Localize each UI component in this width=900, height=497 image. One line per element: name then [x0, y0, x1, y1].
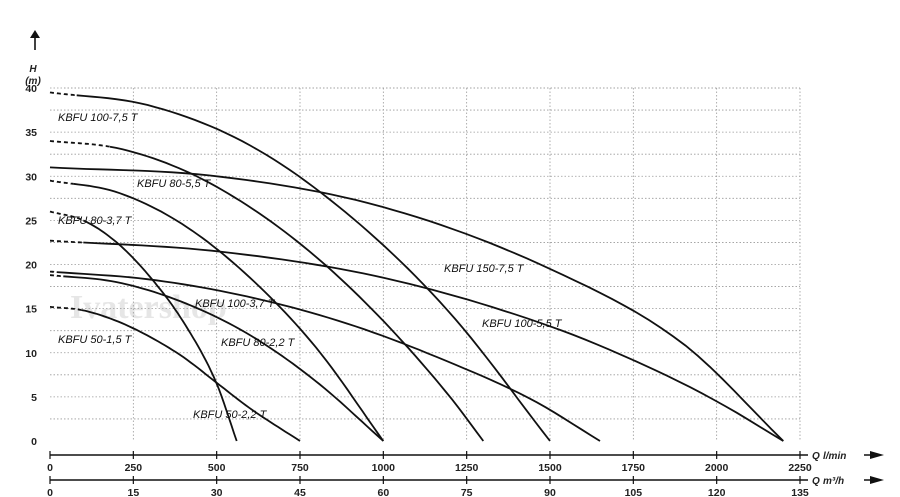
y-tick-label: 5 — [31, 392, 37, 404]
curve-startup-dashed — [49, 210, 84, 222]
curve-startup-dashed — [50, 306, 82, 311]
x-axis-unit: l/min — [823, 451, 846, 462]
y-axis-label: H — [29, 64, 37, 75]
curve-startup-dashed — [50, 270, 58, 273]
x2-axis-label-bg — [808, 472, 864, 486]
grid — [50, 87, 801, 441]
x-axis-label: Q — [812, 451, 820, 462]
x-axis-tick-label: 1250 — [455, 462, 479, 474]
x-axis-tick-label: 1500 — [538, 462, 562, 474]
x2-axis-label: Q — [812, 476, 820, 487]
x2-axis-tick-label: 90 — [544, 487, 556, 497]
y-tick-label: 40 — [25, 83, 37, 95]
performance-curve — [109, 145, 485, 442]
curve-label: KBFU 100-7,5 T — [58, 112, 139, 124]
curve-startup-dashed — [50, 179, 74, 185]
watermark: Ivatershop — [70, 289, 227, 326]
curve-label: KBFU 150-7,5 T — [444, 263, 525, 275]
x-axis-label-bg — [808, 447, 864, 461]
x-axis-tick-label: 0 — [47, 462, 53, 474]
curve-labels: KBFU 50-1,5 T KBFU 50-2,2 T KBFU 80-2,2 T K… — [58, 112, 563, 421]
x2-axis-tick-label: 15 — [127, 487, 139, 497]
x-axis-tick-label: 1750 — [622, 462, 646, 474]
x2-axis-tick-label: 45 — [294, 487, 306, 497]
x2-axis-unit: m³/h — [823, 476, 844, 487]
performance-curve — [83, 241, 784, 442]
x2-axis-tick-label: 60 — [377, 487, 389, 497]
performance-curve — [82, 219, 238, 442]
curve-label: KBFU 80-5,5 T — [137, 178, 212, 190]
x-axis-tick-label: 1000 — [372, 462, 396, 474]
x2-axis-tick-label: 30 — [211, 487, 223, 497]
curve-label: KBFU 50-1,5 T — [58, 334, 133, 346]
curve-label: KBFU 80-3,7 T — [58, 215, 133, 227]
curve-startup-dashed — [49, 91, 77, 97]
y-tick-label: 30 — [25, 171, 37, 183]
x-axis-tick-label: 2250 — [788, 462, 812, 474]
x2-axis-arrow-head — [870, 476, 884, 484]
y-tick-label: 10 — [25, 348, 37, 360]
x2-axis-tick-label: 120 — [708, 487, 726, 497]
performance-curve — [76, 94, 551, 442]
curve-startup-dashed — [49, 140, 111, 148]
x-axis-tick-label: 500 — [208, 462, 226, 474]
x2-axis-tick-label: 135 — [791, 487, 809, 497]
curve-startup-dashed — [50, 274, 64, 278]
curve-label: KBFU 100-5,5 T — [482, 318, 563, 330]
performance-curve — [49, 166, 784, 442]
y-tick-label: 0 — [31, 436, 37, 448]
y-tick-label: 35 — [25, 127, 37, 139]
x-axis-arrow-head — [870, 451, 884, 459]
x-axis-tick-label: 250 — [125, 462, 143, 474]
x2-axis-tick-label: 0 — [47, 487, 53, 497]
curve-label: KBFU 100-3,7 T — [195, 298, 276, 310]
performance-curve — [81, 309, 301, 442]
curve-startup-dashed — [50, 239, 84, 244]
y-tick-label: 25 — [25, 215, 37, 227]
x-axis-tick-label: 2000 — [705, 462, 729, 474]
performance-curve — [63, 275, 384, 442]
performance-curve — [73, 182, 385, 442]
y-tick-label: 15 — [25, 304, 37, 316]
curve-label: KBFU 50-2,2 T — [193, 409, 268, 421]
y-axis-unit: (m) — [25, 76, 41, 87]
curves — [49, 91, 784, 442]
y-tick-label: 20 — [25, 260, 37, 272]
x2-axis-tick-label: 105 — [625, 487, 643, 497]
x2-axis-tick-label: 75 — [461, 487, 473, 497]
y-axis-arrow-head — [30, 30, 40, 38]
curve-label: KBFU 80-2,2 T — [221, 337, 296, 349]
x-axis-tick-label: 750 — [291, 462, 309, 474]
